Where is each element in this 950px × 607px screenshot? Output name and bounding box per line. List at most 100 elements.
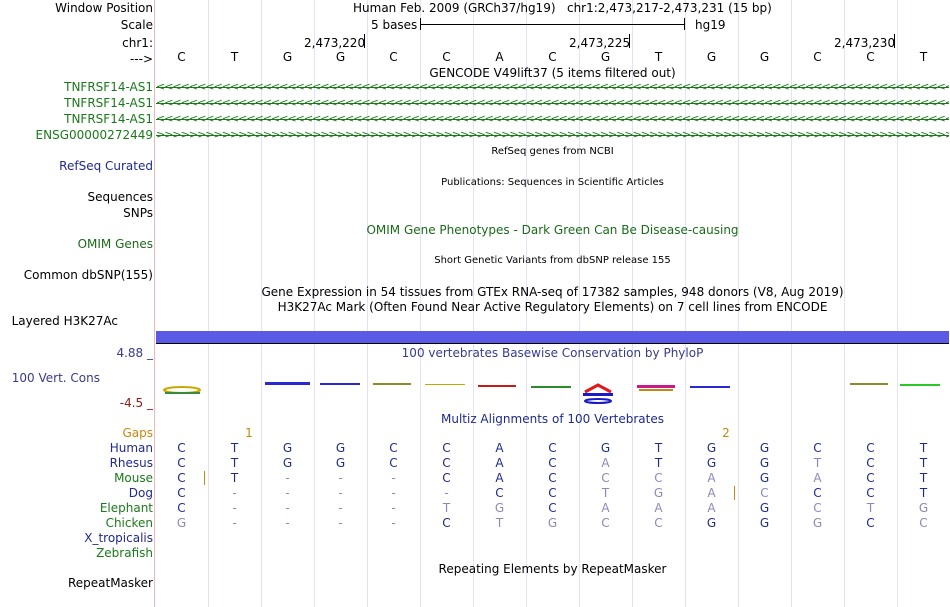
base-grid-line [367, 0, 368, 607]
alignment-base: A [654, 501, 663, 515]
gtex-title[interactable]: Gene Expression in 54 tissues from GTEx … [261, 285, 844, 299]
dbsnp-label[interactable]: Common dbSNP(155) [23, 268, 153, 282]
alignment-base: T [230, 441, 239, 455]
scale-text: 5 bases [371, 18, 418, 32]
phylop-min-label: -4.5 _ [119, 396, 153, 410]
gene-label-4[interactable]: ENSG00000272449 [35, 128, 153, 142]
alignment-base: C [813, 486, 822, 500]
phylop-logo-glyphs [163, 382, 940, 404]
omim-label[interactable]: OMIM Genes [77, 237, 153, 251]
gene-label-1[interactable]: TNFRSF14-AS1 [64, 80, 153, 94]
base-letter: G [282, 50, 293, 64]
scale-bar-left-tick [420, 18, 421, 30]
gene-label-2[interactable]: TNFRSF14-AS1 [64, 96, 153, 110]
scale-bar [420, 24, 684, 25]
alignment-base: C [654, 471, 663, 485]
species-label[interactable]: Zebrafish [96, 546, 153, 560]
alignment-base: A [707, 501, 716, 515]
gene-track-1[interactable]: <<<<<<<<<<<<<<<<<<<<<<<<<<<<<<<<<<<<<<<<… [156, 80, 949, 93]
h3k27ac-title[interactable]: H3K27Ac Mark (Often Found Near Active Re… [277, 300, 828, 314]
alignment-base: C [548, 456, 557, 470]
alignment-base: T [654, 441, 663, 455]
base-grid-line [526, 0, 527, 607]
base-letter: T [230, 50, 239, 64]
multiz-title[interactable]: Multiz Alignments of 100 Vertebrates [440, 412, 665, 426]
scale-bar-right-tick [684, 18, 685, 30]
alignment-gap: - [338, 486, 343, 500]
base-grid-line [844, 0, 845, 607]
base-letter: G [600, 50, 611, 64]
alignment-base: G [759, 471, 770, 485]
gene-track-2[interactable]: <<<<<<<<<<<<<<<<<<<<<<<<<<<<<<<<<<<<<<<<… [156, 96, 949, 109]
dbsnp-title[interactable]: Short Genetic Variants from dbSNP releas… [434, 255, 671, 266]
phylop-label[interactable]: 100 Vert. Cons [11, 371, 100, 385]
alignment-base: A [495, 441, 504, 455]
insertion-marker [204, 471, 205, 485]
gene-track-4[interactable]: >>>>>>>>>>>>>>>>>>>>>>>>>>>>>>>>>>>>>>>>… [156, 128, 949, 141]
gene-track-line [156, 103, 949, 104]
h3k27ac-signal-bar[interactable] [156, 331, 949, 343]
alignment-base: A [707, 471, 716, 485]
phylop-title[interactable]: 100 vertebrates Basewise Conservation by… [401, 346, 704, 360]
base-grid-line [632, 0, 633, 607]
pubs-title[interactable]: Publications: Sequences in Scientific Ar… [441, 177, 664, 188]
species-label[interactable]: Mouse [114, 471, 153, 485]
alignment-base: C [548, 441, 557, 455]
alignment-base: C [548, 486, 557, 500]
alignment-base: C [177, 486, 186, 500]
species-label[interactable]: Human [109, 441, 153, 455]
alignment-base: T [495, 516, 504, 530]
ruler-tick-label: 2,473,225 [569, 36, 631, 50]
alignment-gap: - [285, 486, 290, 500]
alignment-gap: - [232, 486, 237, 500]
h3k27ac-baseline [156, 343, 949, 344]
strand-arrow-label[interactable]: ---> [129, 52, 153, 66]
alignment-base: C [442, 441, 451, 455]
phylop-max-label: 4.88 _ [116, 346, 153, 360]
position-readout[interactable]: chr1:2,473,217-2,473,231 (15 bp) [566, 1, 772, 15]
base-grid-line [314, 0, 315, 607]
snps-label[interactable]: SNPs [123, 206, 153, 220]
alignment-base: A [707, 486, 716, 500]
repeatmasker-label[interactable]: RepeatMasker [67, 576, 153, 590]
alignment-base: G [600, 441, 611, 455]
ruler-tick [894, 34, 895, 48]
base-grid [155, 0, 950, 607]
base-letter: G [706, 50, 717, 64]
alignment-base: T [442, 501, 451, 515]
gap-mark: 2 [722, 426, 730, 440]
gene-track-line [156, 135, 949, 136]
omim-title[interactable]: OMIM Gene Phenotypes - Dark Green Can Be… [366, 223, 739, 237]
species-label[interactable]: X_tropicalis [84, 531, 153, 545]
species-label[interactable]: Dog [128, 486, 153, 500]
h3k27ac-label[interactable]: Layered H3K27Ac [11, 314, 118, 328]
alignment-base: A [601, 456, 610, 470]
base-letter: A [495, 50, 504, 64]
sequences-label[interactable]: Sequences [87, 190, 153, 204]
base-letter: C [548, 50, 557, 64]
base-letter: C [389, 50, 398, 64]
alignment-base: C [548, 501, 557, 515]
refseq-label[interactable]: RefSeq Curated [59, 159, 153, 173]
alignment-base: C [601, 471, 610, 485]
species-label[interactable]: Elephant [99, 501, 153, 515]
alignment-base: G [706, 516, 717, 530]
base-letter: C [177, 50, 186, 64]
alignment-base: G [706, 456, 717, 470]
alignment-base: T [230, 456, 239, 470]
species-label[interactable]: Rhesus [109, 456, 153, 470]
alignment-base: C [442, 516, 451, 530]
gene-label-3[interactable]: TNFRSF14-AS1 [64, 112, 153, 126]
phylop-sequence-logo[interactable] [155, 370, 950, 410]
base-letter: C [813, 50, 822, 64]
gencode-title[interactable]: GENCODE V49lift37 (5 items filtered out) [429, 66, 676, 80]
gene-track-3[interactable]: <<<<<<<<<<<<<<<<<<<<<<<<<<<<<<<<<<<<<<<<… [156, 112, 949, 125]
gaps-label[interactable]: Gaps [122, 426, 153, 440]
refseq-title[interactable]: RefSeq genes from NCBI [491, 146, 614, 157]
species-label[interactable]: Chicken [105, 516, 153, 530]
alignment-base: C [866, 471, 875, 485]
repeatmasker-title[interactable]: Repeating Elements by RepeatMasker [438, 562, 667, 576]
alignment-base: C [177, 456, 186, 470]
base-letter: G [759, 50, 770, 64]
alignment-base: G [335, 441, 346, 455]
